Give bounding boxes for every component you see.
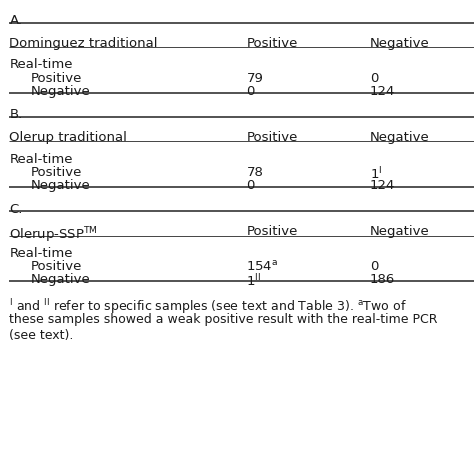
Text: $^{\mathrm{I}}$ and $^{\mathrm{II}}$ refer to specific samples (see text and Tab: $^{\mathrm{I}}$ and $^{\mathrm{II}}$ ref… bbox=[9, 298, 407, 317]
Text: Olerup traditional: Olerup traditional bbox=[9, 131, 128, 144]
Text: 186: 186 bbox=[370, 273, 395, 286]
Text: 154$^{\mathrm{a}}$: 154$^{\mathrm{a}}$ bbox=[246, 260, 279, 274]
Text: Real-time: Real-time bbox=[9, 153, 73, 166]
Text: these samples showed a weak positive result with the real-time PCR: these samples showed a weak positive res… bbox=[9, 313, 438, 326]
Text: (see text).: (see text). bbox=[9, 329, 74, 342]
Text: B.: B. bbox=[9, 108, 23, 122]
Text: 0: 0 bbox=[246, 85, 255, 98]
Text: Olerup-SSP$^{\mathrm{TM}}$: Olerup-SSP$^{\mathrm{TM}}$ bbox=[9, 225, 99, 245]
Text: Negative: Negative bbox=[370, 131, 429, 144]
Text: 78: 78 bbox=[246, 166, 264, 179]
Text: 124: 124 bbox=[370, 85, 395, 98]
Text: 1$^{\mathrm{II}}$: 1$^{\mathrm{II}}$ bbox=[246, 273, 262, 290]
Text: Positive: Positive bbox=[31, 72, 82, 85]
Text: Positive: Positive bbox=[31, 166, 82, 179]
Text: Negative: Negative bbox=[370, 37, 429, 50]
Text: Positive: Positive bbox=[246, 225, 298, 238]
Text: Negative: Negative bbox=[31, 273, 91, 286]
Text: 0: 0 bbox=[370, 260, 378, 273]
Text: 0: 0 bbox=[246, 179, 255, 192]
Text: 1$^{\mathrm{I}}$: 1$^{\mathrm{I}}$ bbox=[370, 166, 382, 182]
Text: Real-time: Real-time bbox=[9, 247, 73, 260]
Text: Negative: Negative bbox=[370, 225, 429, 238]
Text: C.: C. bbox=[9, 203, 23, 216]
Text: Real-time: Real-time bbox=[9, 58, 73, 72]
Text: 0: 0 bbox=[370, 72, 378, 85]
Text: 124: 124 bbox=[370, 179, 395, 192]
Text: Positive: Positive bbox=[31, 260, 82, 273]
Text: Negative: Negative bbox=[31, 85, 91, 98]
Text: Negative: Negative bbox=[31, 179, 91, 192]
Text: Dominguez traditional: Dominguez traditional bbox=[9, 37, 158, 50]
Text: 79: 79 bbox=[246, 72, 264, 85]
Text: Positive: Positive bbox=[246, 37, 298, 50]
Text: Positive: Positive bbox=[246, 131, 298, 144]
Text: A.: A. bbox=[9, 14, 22, 27]
